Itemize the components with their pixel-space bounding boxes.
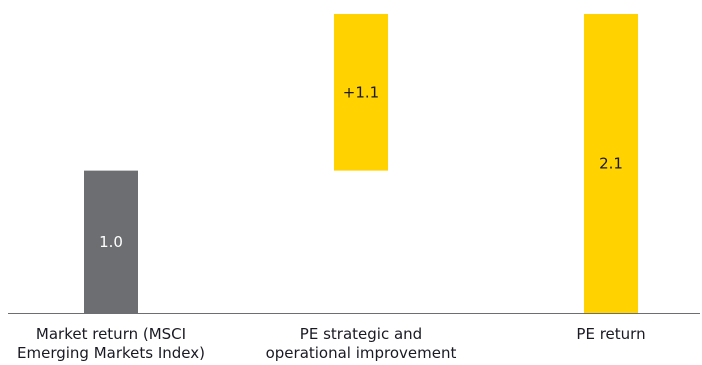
category-label-line: Emerging Markets Index) <box>17 344 205 362</box>
category-label-1: Market return (MSCI Emerging Markets Inde… <box>17 325 205 362</box>
bar-1 <box>84 170 138 313</box>
category-label-line: operational improvement <box>266 344 457 362</box>
bar-3 <box>584 14 638 313</box>
category-label-3: PE return <box>576 325 645 343</box>
category-label-line: PE strategic and <box>300 325 422 343</box>
bar-value-label-1: 1.0 <box>99 233 123 251</box>
category-label-line: Market return (MSCI <box>36 325 186 343</box>
category-labels: Market return (MSCI Emerging Markets Inde… <box>17 325 646 362</box>
bar-value-label-2: +1.1 <box>343 83 379 101</box>
bar-value-label-3: 2.1 <box>599 155 623 173</box>
category-label-2: PE strategic and operational improvement <box>266 325 457 362</box>
category-label-line: PE return <box>576 325 645 343</box>
bars-layer: 1.0 +1.1 2.1 <box>84 14 638 313</box>
bar-2 <box>334 14 388 171</box>
